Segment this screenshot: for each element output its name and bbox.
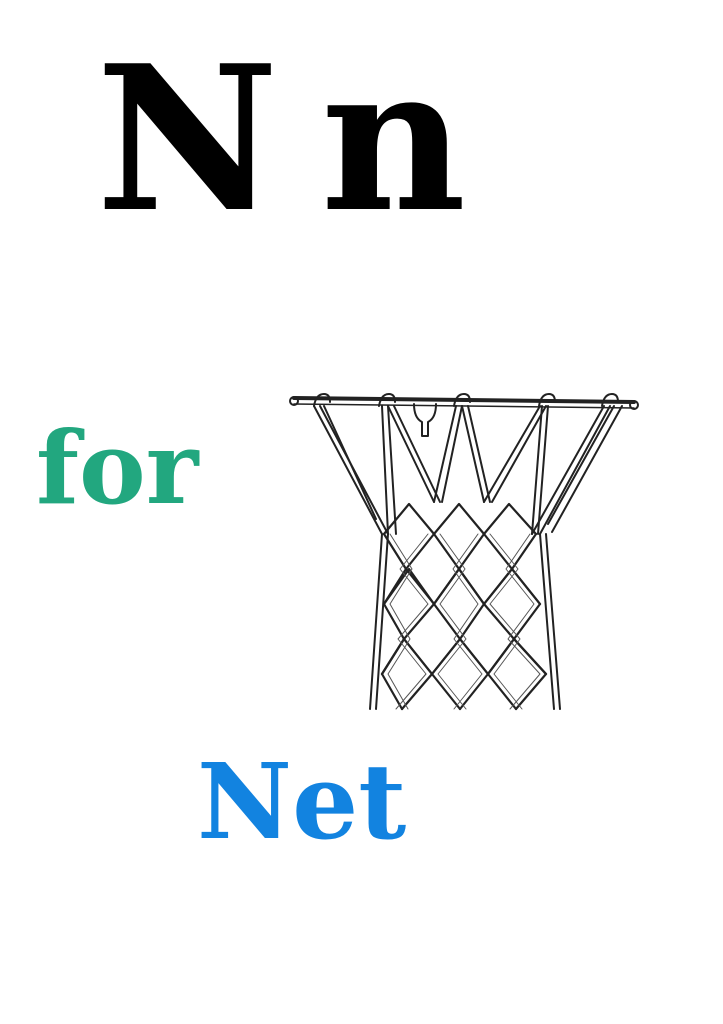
basketball-net-icon xyxy=(284,384,644,724)
connector-text: for xyxy=(36,409,199,527)
lowercase-letter: n xyxy=(320,22,466,257)
example-word: Net xyxy=(197,740,407,863)
uppercase-letter: N xyxy=(96,22,279,257)
